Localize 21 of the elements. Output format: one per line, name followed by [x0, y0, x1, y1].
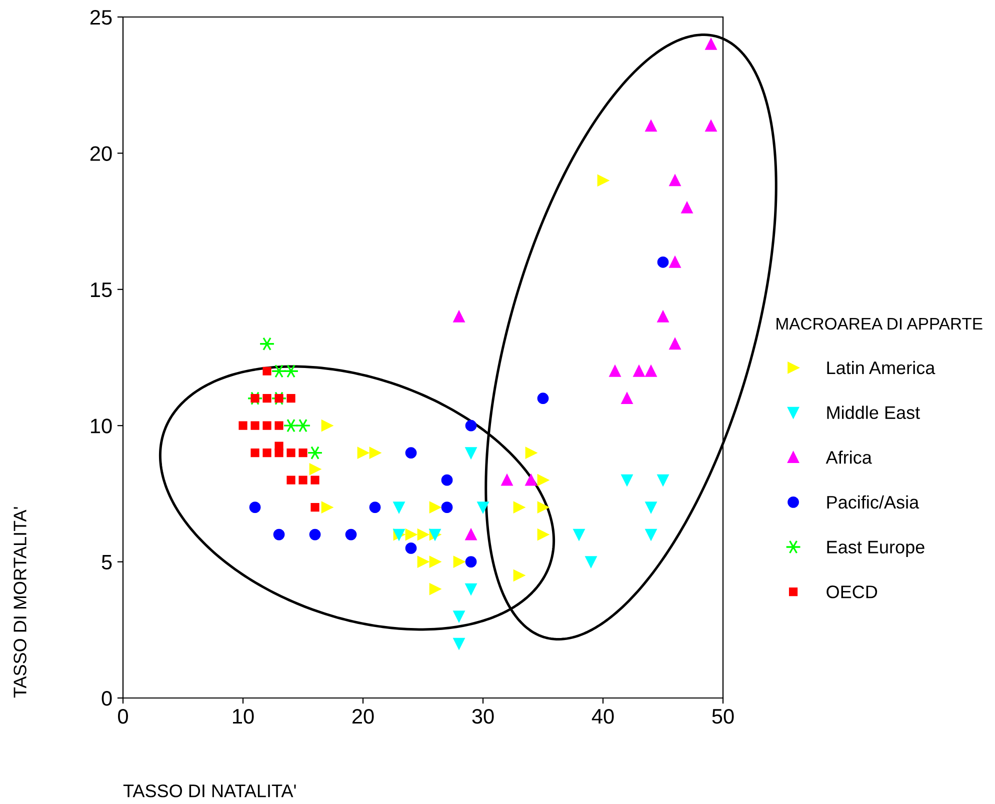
- legend-label: OECD: [826, 586, 878, 598]
- y-axis-title: TASSO DI MORTALITA': [14, 507, 26, 698]
- legend-label: Africa: [826, 450, 872, 464]
- x-axis-title: TASSO DI NATALITA': [123, 784, 296, 798]
- x-tick-label: 30: [472, 708, 494, 724]
- x-tick-label: 50: [712, 708, 734, 724]
- y-tick-label: 0: [102, 691, 112, 706]
- legend-label: East Europe: [827, 540, 924, 558]
- x-tick-label: 0: [118, 708, 128, 724]
- legend-label: Pacific/Asia: [827, 495, 920, 509]
- y-tick-label: 5: [102, 555, 112, 570]
- x-tick-label: 40: [592, 708, 614, 724]
- y-tick-label: 10: [91, 418, 112, 434]
- y-tick-label: 25: [90, 10, 112, 25]
- y-tick-label: 20: [90, 146, 112, 161]
- x-tick-label: 20: [352, 708, 374, 724]
- legend-label: Middle East: [827, 406, 920, 420]
- legend-label: Latin America: [827, 360, 936, 374]
- legend-title: MACROAREA DI APPARTE: [776, 318, 982, 330]
- x-tick-label: 10: [233, 708, 254, 724]
- y-tick-label: 15: [91, 282, 112, 298]
